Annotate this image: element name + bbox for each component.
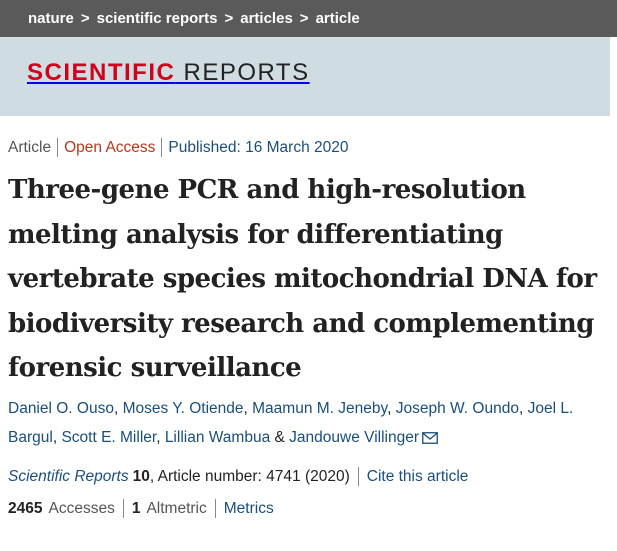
- author-separator: ,: [518, 400, 524, 417]
- citation-article-number: , Article number: 4741 (2020): [149, 467, 350, 485]
- breadcrumb-link-nature[interactable]: nature: [28, 10, 74, 27]
- altmetric-count: 1: [131, 499, 141, 517]
- accesses-count: 2465: [8, 499, 43, 517]
- article-metrics: 2465 Accesses 1 Altmetric Metrics: [8, 499, 274, 518]
- author-link[interactable]: Joel L. Bargul: [8, 400, 574, 446]
- breadcrumb-link-scientific-reports[interactable]: scientific reports: [96, 10, 218, 27]
- author-name: Jandouwe Villinger: [289, 429, 419, 446]
- published-date: Published: 16 March 2020: [168, 138, 349, 156]
- article-meta: Article Open Access Published: 16 March …: [8, 138, 349, 157]
- altmetric-label: Altmetric: [146, 499, 207, 517]
- citation-volume: 10: [132, 467, 150, 485]
- divider: [357, 467, 359, 486]
- breadcrumb-current-article: article: [315, 10, 360, 27]
- breadcrumb-separator: >: [224, 10, 234, 27]
- mail-icon[interactable]: [422, 425, 438, 454]
- author-link[interactable]: Daniel O. Ouso: [8, 400, 114, 417]
- author-link[interactable]: Joseph W. Oundo: [395, 400, 519, 417]
- author-link[interactable]: Lillian Wambua: [164, 429, 271, 446]
- breadcrumb: nature > scientific reports > articles >…: [0, 0, 617, 37]
- author-list: Daniel O. Ouso, Moses Y. Otiende, Maamun…: [8, 394, 608, 454]
- author-separator: ,: [243, 400, 248, 417]
- author-separator: ,: [156, 429, 161, 446]
- journal-logo-part1: SCIENTIFIC: [27, 58, 176, 86]
- breadcrumb-separator: >: [80, 10, 90, 27]
- divider: [122, 499, 124, 518]
- open-access-badge: Open Access: [64, 138, 156, 156]
- accesses-label: Accesses: [48, 499, 115, 517]
- metrics-link[interactable]: Metrics: [223, 499, 274, 517]
- citation-journal: Scientific Reports: [8, 467, 129, 485]
- author-link-corresponding[interactable]: Jandouwe Villinger: [289, 429, 438, 446]
- breadcrumb-link-articles[interactable]: articles: [240, 10, 293, 27]
- article-type: Article: [8, 138, 52, 156]
- article-title: Three-gene PCR and high-resolution melti…: [8, 175, 597, 384]
- divider: [214, 499, 216, 518]
- author-link[interactable]: Moses Y. Otiende: [122, 400, 244, 417]
- cite-this-article-link[interactable]: Cite this article: [366, 467, 469, 485]
- breadcrumb-separator: >: [299, 10, 309, 27]
- journal-logo-part2: REPORTS: [183, 58, 310, 86]
- author-ampersand: &: [274, 429, 285, 446]
- journal-banner: SCIENTIFIC REPORTS: [0, 37, 610, 116]
- divider: [161, 138, 163, 157]
- author-link[interactable]: Maamun M. Jeneby: [252, 400, 388, 417]
- author-separator: ,: [52, 429, 58, 446]
- author-link[interactable]: Scott E. Miller: [61, 429, 157, 446]
- author-separator: ,: [387, 400, 392, 417]
- journal-logo[interactable]: SCIENTIFIC REPORTS: [27, 59, 310, 87]
- citation-line: Scientific Reports 10 , Article number: …: [8, 467, 468, 486]
- divider: [57, 138, 59, 157]
- author-separator: ,: [113, 400, 119, 417]
